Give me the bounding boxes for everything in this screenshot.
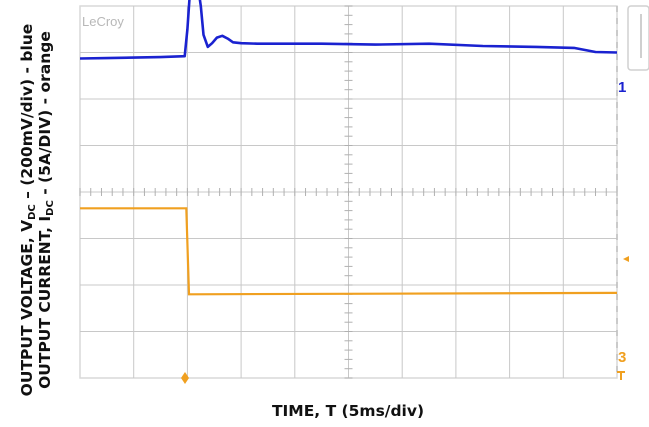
y-axis-label: OUTPUT VOLTAGE, VDC – (200mV/div) - blue… xyxy=(18,24,56,397)
trigger-position-marker xyxy=(181,372,189,384)
x-axis-label: TIME, T (5ms/div) xyxy=(272,402,424,420)
channel-1-label: 1 xyxy=(618,79,626,96)
channel-3-label: 3 xyxy=(618,349,626,366)
y-axis-label-line2: OUTPUT CURRENT, IDC - (5A/DIV) - orange xyxy=(36,31,56,389)
brand-logo-text: LeCroy xyxy=(82,14,124,29)
series-line-idc xyxy=(80,207,618,296)
plot-grid xyxy=(79,5,618,379)
channel-3-level-marker xyxy=(623,256,629,262)
channel-3-foot-marker xyxy=(617,371,625,380)
series-line-vdc xyxy=(79,0,618,60)
side-panel-frame xyxy=(627,5,649,71)
right-marker-strip xyxy=(616,5,649,378)
y-axis-label-line1: OUTPUT VOLTAGE, VDC – (200mV/div) - blue xyxy=(18,24,38,397)
